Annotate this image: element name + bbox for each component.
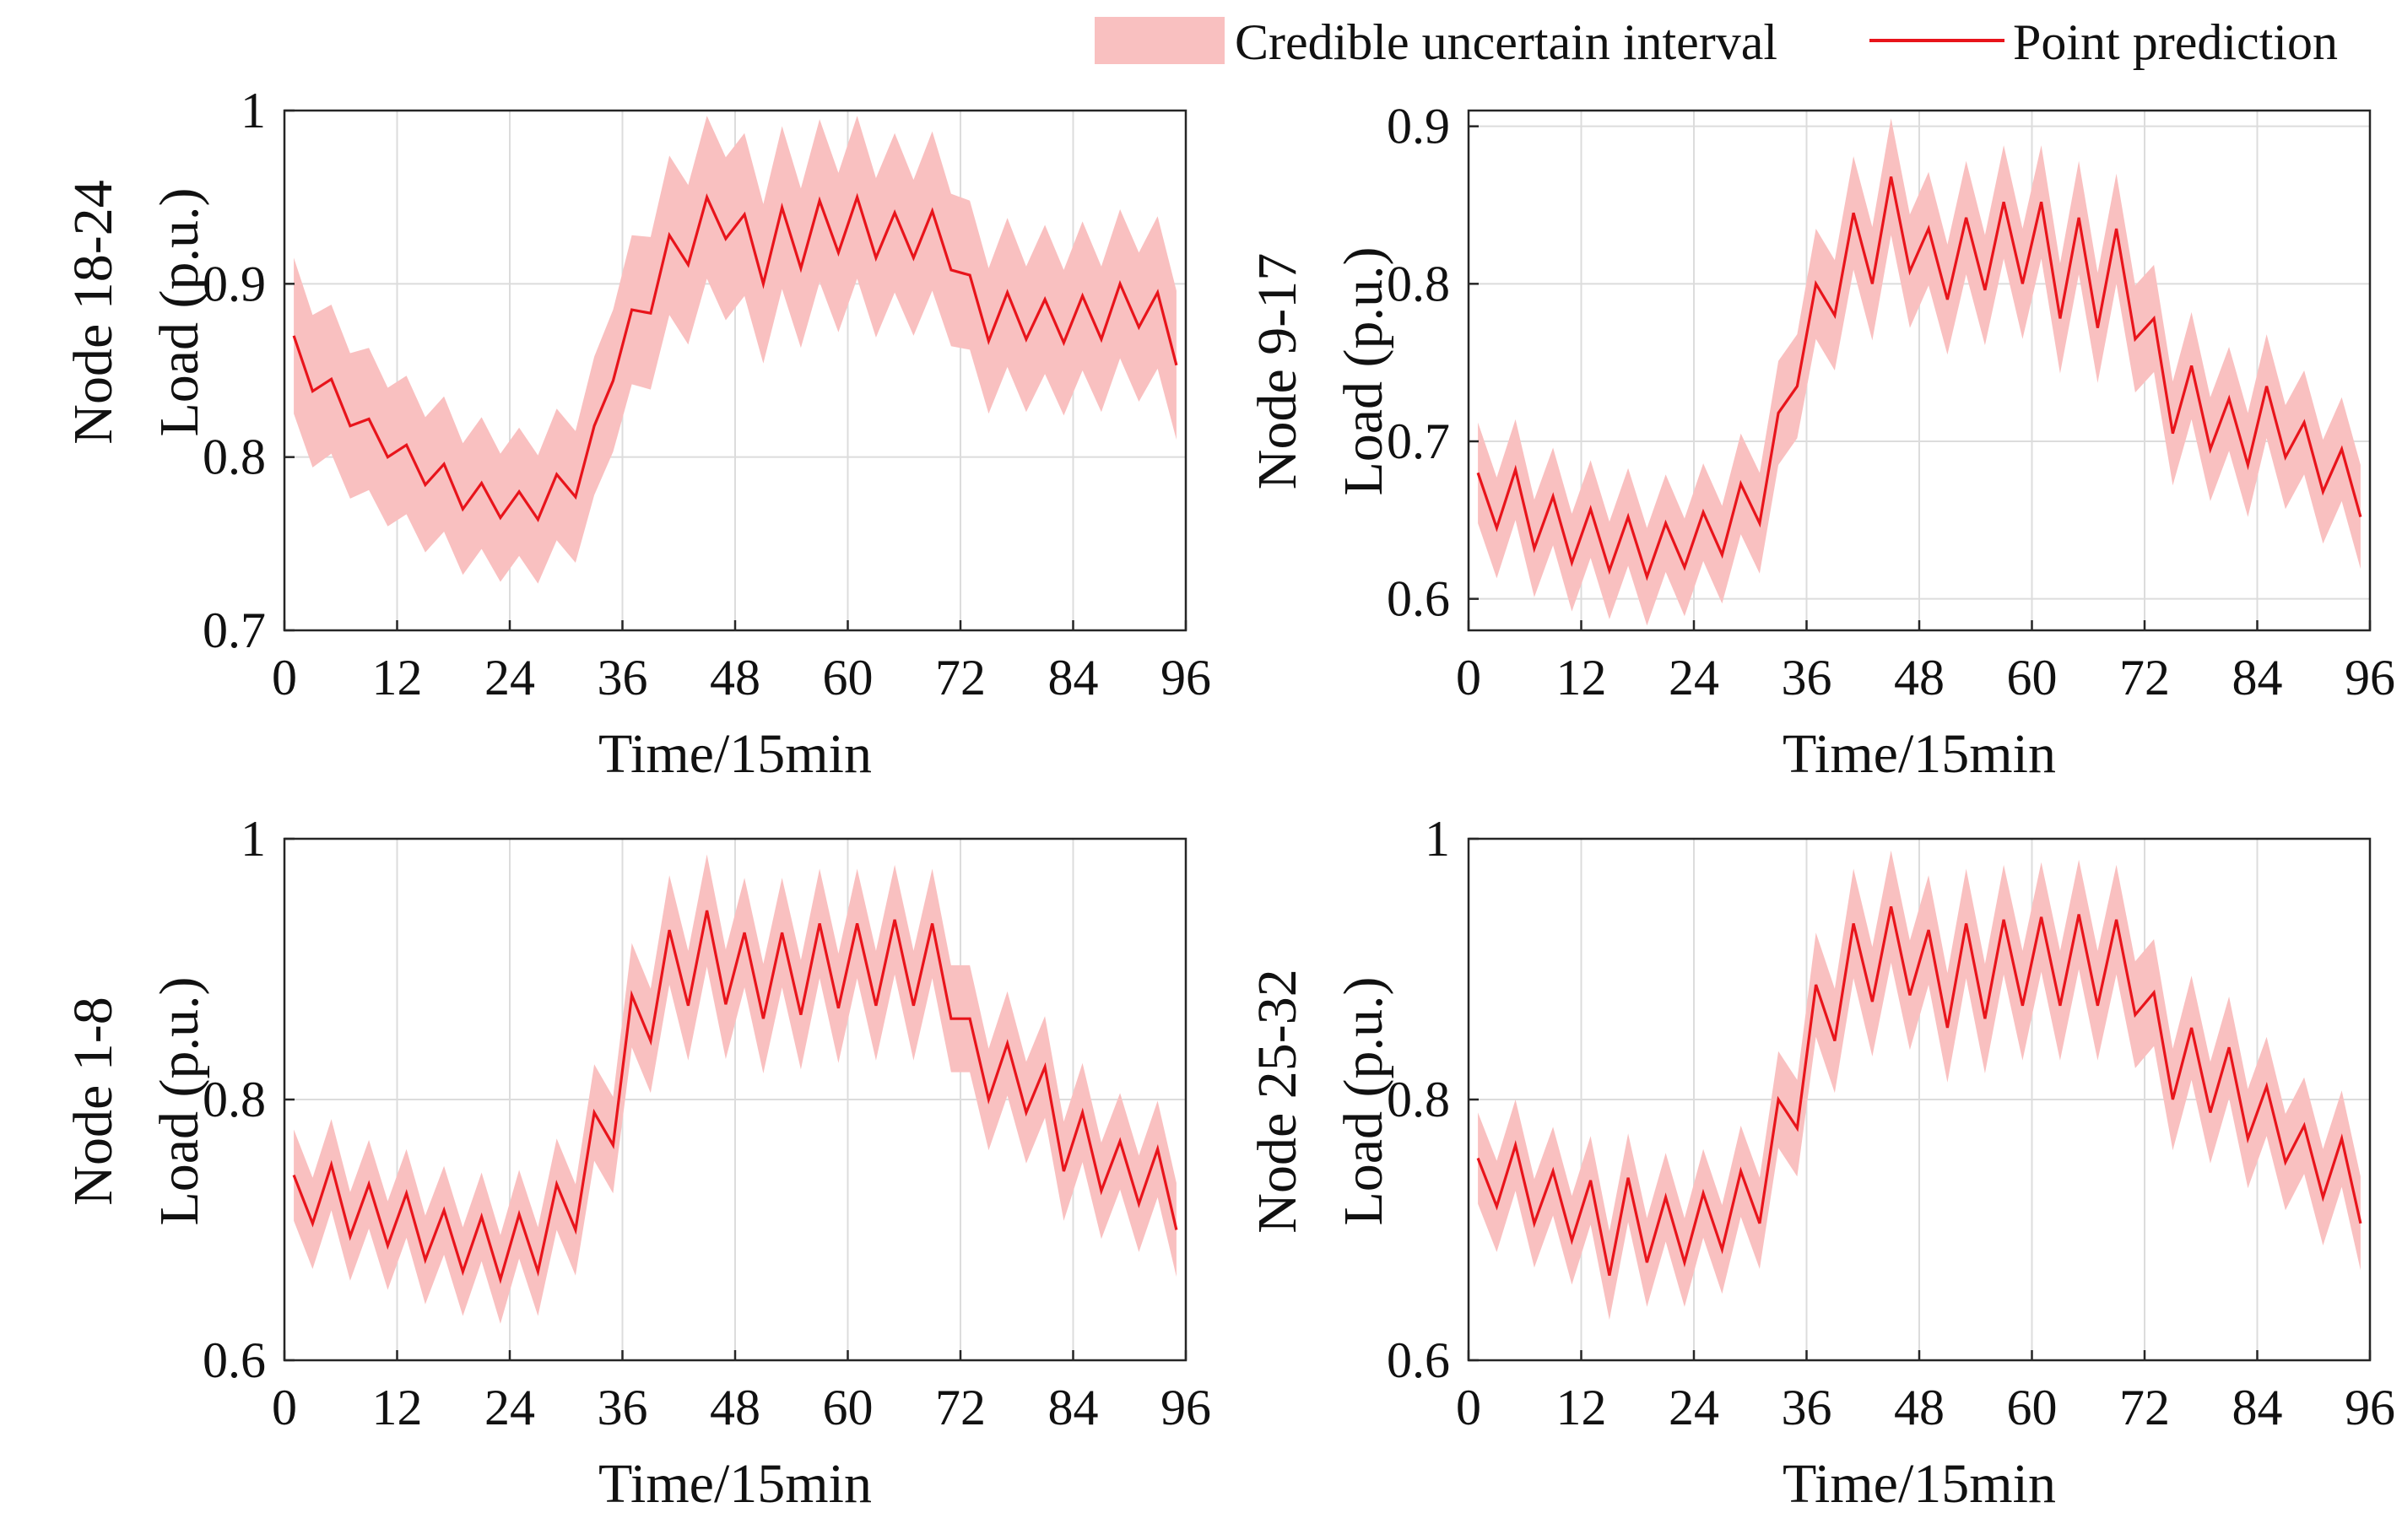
x-tick-label: 72 <box>2119 1380 2170 1435</box>
y-axis-label: Load (p.u.) <box>1333 246 1394 495</box>
node-label: Node 25-32 <box>1247 969 1308 1233</box>
x-tick-label: 12 <box>372 1380 423 1435</box>
x-tick-label: 84 <box>2232 1380 2283 1435</box>
y-tick-label: 0.6 <box>203 1332 266 1388</box>
y-axis-label: Load (p.u.) <box>149 187 210 436</box>
x-tick-label: 12 <box>372 650 423 705</box>
y-tick-label: 0.8 <box>203 1072 266 1127</box>
node-label: Node 9-17 <box>1247 253 1308 489</box>
x-tick-label: 60 <box>823 1380 874 1435</box>
x-tick-label: 36 <box>598 1380 648 1435</box>
x-tick-label: 60 <box>2007 1380 2058 1435</box>
point-prediction-line <box>292 910 1178 1284</box>
x-tick-label: 24 <box>1669 1380 1719 1435</box>
y-axis-label: Load (p.u.) <box>1333 976 1394 1225</box>
x-tick-label: 84 <box>1048 650 1099 705</box>
x-tick-label: 24 <box>1669 650 1719 705</box>
y-tick-label: 0.8 <box>203 430 266 485</box>
x-tick-label: 72 <box>935 1380 986 1435</box>
x-tick-label: 48 <box>1894 650 1945 705</box>
y-tick-label: 1 <box>241 811 266 867</box>
x-tick-label: 36 <box>598 650 648 705</box>
x-tick-label: 24 <box>484 650 535 705</box>
x-tick-label: 0 <box>272 1380 297 1435</box>
x-tick-label: 96 <box>1160 1380 1211 1435</box>
x-tick-label: 60 <box>823 650 874 705</box>
x-tick-label: 48 <box>710 1380 760 1435</box>
point-prediction-line <box>1476 905 2362 1276</box>
x-tick-label: 0 <box>272 650 297 705</box>
x-tick-label: 12 <box>1556 650 1607 705</box>
uncertainty-band <box>1478 118 2361 626</box>
x-axis-label: Time/15min <box>1783 723 2056 785</box>
x-tick-label: 72 <box>935 650 986 705</box>
legend-point-label: Point prediction <box>2013 14 2338 70</box>
y-tick-label: 0.8 <box>1387 1072 1450 1127</box>
y-tick-label: 0.9 <box>1387 99 1450 154</box>
x-tick-label: 96 <box>2345 1380 2395 1435</box>
legend-interval-swatch <box>1095 17 1225 64</box>
y-tick-label: 0.7 <box>203 602 266 658</box>
x-tick-label: 48 <box>710 650 760 705</box>
point-prediction-line <box>292 192 1178 522</box>
x-tick-label: 96 <box>2345 650 2395 705</box>
point-prediction-line <box>1476 176 2362 581</box>
x-tick-label: 36 <box>1782 650 1832 705</box>
x-tick-label: 24 <box>484 1380 535 1435</box>
x-tick-label: 84 <box>1048 1380 1099 1435</box>
y-axis-label: Load (p.u.) <box>149 976 210 1225</box>
y-tick-label: 1 <box>241 83 266 138</box>
x-tick-label: 72 <box>2119 650 2170 705</box>
y-tick-label: 0.6 <box>1387 571 1450 627</box>
legend: Credible uncertain interval Point predic… <box>1095 14 2338 70</box>
y-tick-label: 1 <box>1425 811 1450 867</box>
uncertainty-band <box>294 116 1177 584</box>
subplot-node-1-8: 0 12 24 36 48 60 72 84 96 0.6 0.8 1 Time/15min Node 1… <box>62 811 1211 1515</box>
subplot-node-18-24: 0 12 24 36 48 60 72 84 96 0.7 0.8 0.9 1 Time/15min Nod… <box>62 83 1211 785</box>
y-tick-label: 0.9 <box>203 256 266 311</box>
node-label: Node 1-8 <box>62 997 124 1205</box>
x-tick-label: 36 <box>1782 1380 1832 1435</box>
uncertainty-band <box>294 854 1177 1324</box>
uncertainty-band <box>1478 850 2361 1321</box>
x-axis-label: Time/15min <box>598 1453 872 1515</box>
subplot-node-9-17: 0 12 24 36 48 60 72 84 96 0.6 0.7 0.8 0.9 Time/15min N… <box>1247 99 2395 785</box>
y-tick-label: 0.6 <box>1387 1332 1450 1388</box>
node-label: Node 18-24 <box>62 180 124 444</box>
y-tick-label: 0.8 <box>1387 256 1450 311</box>
x-tick-label: 60 <box>2007 650 2058 705</box>
x-tick-label: 48 <box>1894 1380 1945 1435</box>
x-tick-label: 96 <box>1160 650 1211 705</box>
x-axis-label: Time/15min <box>1783 1453 2056 1515</box>
x-tick-label: 0 <box>1456 1380 1481 1435</box>
legend-interval-label: Credible uncertain interval <box>1235 14 1777 70</box>
x-axis-label: Time/15min <box>598 723 872 785</box>
subplot-node-25-32: 0 12 24 36 48 60 72 84 96 0.6 0.8 1 Time/15min Node 2… <box>1247 811 2395 1515</box>
y-tick-label: 0.7 <box>1387 413 1450 469</box>
x-tick-label: 84 <box>2232 650 2283 705</box>
x-tick-label: 12 <box>1556 1380 1607 1435</box>
x-tick-label: 0 <box>1456 650 1481 705</box>
